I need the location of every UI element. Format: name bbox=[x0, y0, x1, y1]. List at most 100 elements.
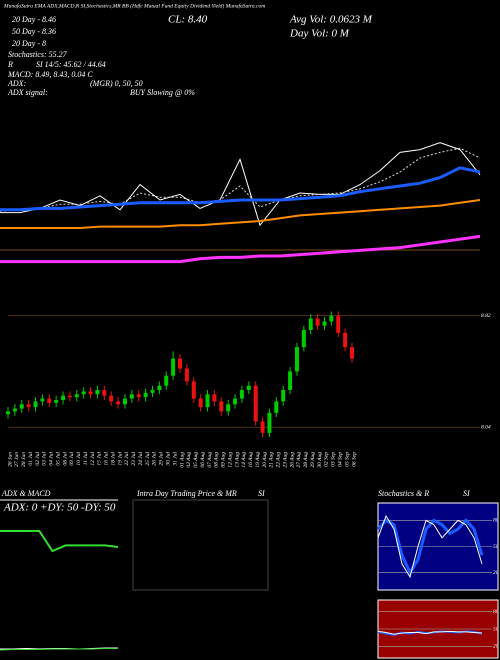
candle-body bbox=[12, 408, 17, 412]
x-tick-label: 25 Jul bbox=[145, 452, 151, 466]
candle-body bbox=[81, 391, 86, 395]
signal: BUY Slowing @ 0% bbox=[130, 88, 195, 97]
x-tick-label: 03 Jul bbox=[42, 452, 48, 466]
candle-body bbox=[294, 347, 299, 372]
x-tick-label: 18 Jul bbox=[110, 452, 116, 466]
candle-body bbox=[267, 412, 272, 433]
x-tick-label: 02 Jul bbox=[35, 452, 41, 466]
candle-body bbox=[74, 394, 79, 398]
ma20: 20 Day - 8.46 bbox=[12, 15, 56, 24]
x-tick-label: 02 Sep bbox=[324, 452, 330, 467]
candle-body bbox=[219, 401, 224, 412]
series-line bbox=[0, 530, 119, 553]
ma50: 50 Day - 8.36 bbox=[12, 27, 56, 36]
panel-title: Stochastics & R bbox=[378, 489, 429, 498]
candle-body bbox=[109, 395, 114, 402]
candle-body bbox=[122, 398, 127, 405]
candle-body bbox=[95, 390, 100, 395]
x-tick-label: 08 Jul bbox=[62, 452, 68, 466]
x-tick-label: 19 Aug bbox=[255, 452, 261, 468]
x-tick-label: 26 Aug bbox=[289, 452, 295, 468]
x-tick-label: 19 Jul bbox=[117, 452, 123, 466]
x-tick-label: 16 Jul bbox=[104, 452, 110, 466]
candle-body bbox=[164, 375, 169, 386]
x-tick-label: 29 Aug bbox=[310, 452, 316, 468]
series-line bbox=[0, 648, 118, 651]
x-tick-label: 28 Jun bbox=[21, 452, 27, 467]
x-tick-label: 08 Aug bbox=[214, 452, 220, 468]
candle-body bbox=[19, 404, 24, 409]
panel-title: Intra Day Trading Price & MR bbox=[136, 489, 237, 498]
x-tick-label: 07 Aug bbox=[207, 452, 213, 468]
candle-body bbox=[143, 392, 148, 398]
candle-body bbox=[61, 395, 66, 400]
candle-body bbox=[315, 318, 320, 326]
x-tick-label: 30 Aug bbox=[317, 452, 323, 469]
adx-signal: ADX signal: bbox=[7, 88, 48, 97]
x-tick-label: 30 Jul bbox=[166, 452, 172, 467]
candle-body bbox=[47, 398, 52, 403]
candle-body bbox=[171, 358, 176, 376]
close: CL: 8.40 bbox=[168, 14, 208, 26]
candle-body bbox=[136, 394, 141, 398]
panel-annotation: SI bbox=[258, 489, 265, 498]
x-tick-label: 23 Aug bbox=[282, 452, 288, 468]
candle-body bbox=[343, 332, 348, 348]
candle-body bbox=[329, 315, 334, 322]
x-tick-label: 16 Aug bbox=[248, 452, 254, 468]
x-tick-label: 05 Jul bbox=[55, 452, 61, 466]
x-tick-label: 12 Jul bbox=[90, 452, 96, 466]
y-tick-label: 50 bbox=[493, 544, 499, 550]
x-tick-label: 27 Jun bbox=[14, 452, 20, 467]
candle-body bbox=[205, 394, 210, 408]
candle-body bbox=[26, 404, 31, 408]
candle-body bbox=[198, 398, 203, 408]
ma200: 20 Day - 8 bbox=[12, 39, 46, 48]
x-tick-label: 05 Sep bbox=[344, 452, 350, 467]
panel-annotation: ADX: 0 +DY: 50 -DY: 50 bbox=[3, 502, 116, 514]
x-tick-label: 04 Sep bbox=[337, 452, 344, 467]
series-line bbox=[377, 630, 483, 635]
candle-body bbox=[67, 395, 72, 398]
candle-body bbox=[129, 394, 134, 399]
candle-body bbox=[184, 368, 189, 382]
candle-body bbox=[33, 401, 38, 408]
x-tick-label: 15 Jul bbox=[97, 452, 103, 466]
x-tick-label: 23 Jul bbox=[131, 452, 137, 466]
candle-body bbox=[233, 398, 238, 405]
x-tick-label: 28 Aug bbox=[303, 452, 309, 468]
y-tick-label: 8.82 bbox=[481, 313, 491, 319]
candle-body bbox=[336, 315, 341, 333]
rsi-label: R bbox=[7, 60, 13, 69]
rsi: SI 14/5: 45.62 / 44.64 bbox=[36, 60, 106, 69]
y-tick-label: 20 bbox=[493, 570, 499, 576]
x-tick-label: 20 Aug bbox=[262, 452, 268, 468]
x-tick-label: 10 Jul bbox=[76, 452, 82, 466]
intraday-box bbox=[132, 499, 269, 591]
candle-body bbox=[281, 390, 286, 402]
x-tick-label: 04 Jul bbox=[48, 452, 55, 466]
x-tick-label: 22 Aug bbox=[276, 452, 282, 468]
candle-body bbox=[178, 358, 182, 369]
x-tick-label: 01 Jul bbox=[28, 452, 34, 466]
x-tick-label: 26 Jun bbox=[7, 452, 13, 467]
candle-body bbox=[260, 421, 265, 433]
panel-annotation: SI bbox=[463, 489, 470, 498]
x-tick-label: 06 Aug bbox=[200, 452, 206, 468]
series-line bbox=[0, 147, 481, 212]
candle-body bbox=[116, 401, 121, 405]
candle-body bbox=[288, 371, 293, 390]
candle-body bbox=[350, 347, 354, 359]
x-tick-label: 12 Aug bbox=[227, 452, 233, 468]
x-tick-label: 22 Jul bbox=[124, 452, 130, 466]
x-tick-label: 13 Aug bbox=[234, 452, 240, 468]
candle-body bbox=[157, 385, 162, 390]
candle-body bbox=[239, 390, 244, 399]
y-tick-label: 80 bbox=[493, 609, 499, 615]
x-tick-label: 21 Aug bbox=[269, 452, 275, 468]
series-line bbox=[0, 234, 481, 264]
candle-body bbox=[150, 390, 155, 393]
candle-body bbox=[308, 318, 313, 330]
candle-body bbox=[253, 385, 258, 422]
